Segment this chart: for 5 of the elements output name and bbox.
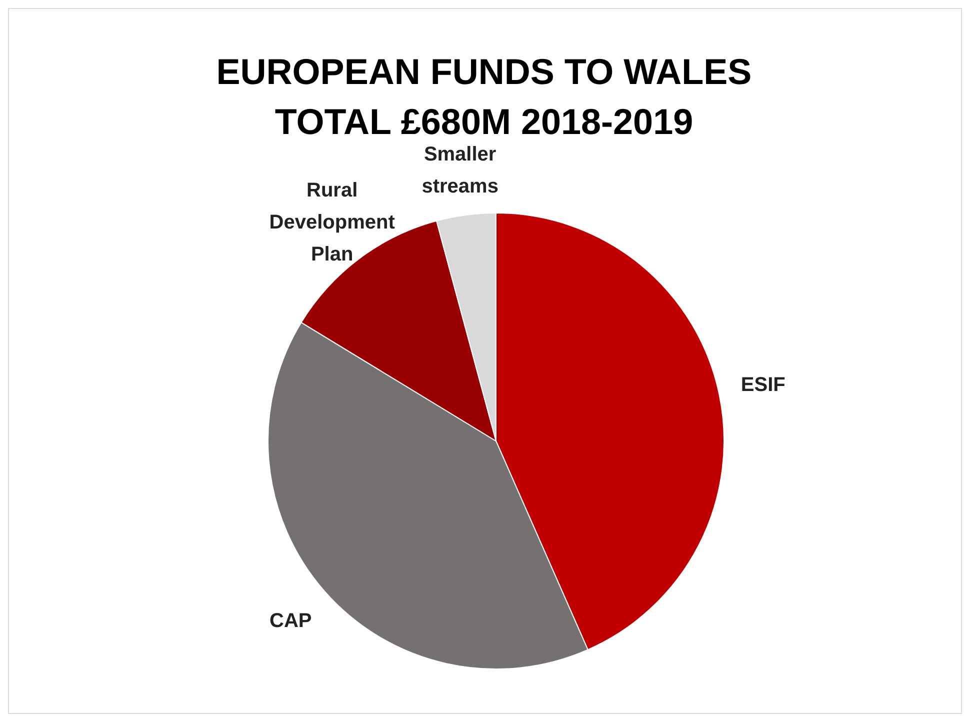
chart-title: EUROPEAN FUNDS TO WALES TOTAL £680M 2018-2019 xyxy=(216,51,752,142)
slice-label: Rural Development Plan xyxy=(269,180,396,266)
slice-label: Smaller streams xyxy=(422,143,498,198)
slice-label: ESIF xyxy=(740,374,786,396)
slice-label: CAP xyxy=(270,610,312,632)
